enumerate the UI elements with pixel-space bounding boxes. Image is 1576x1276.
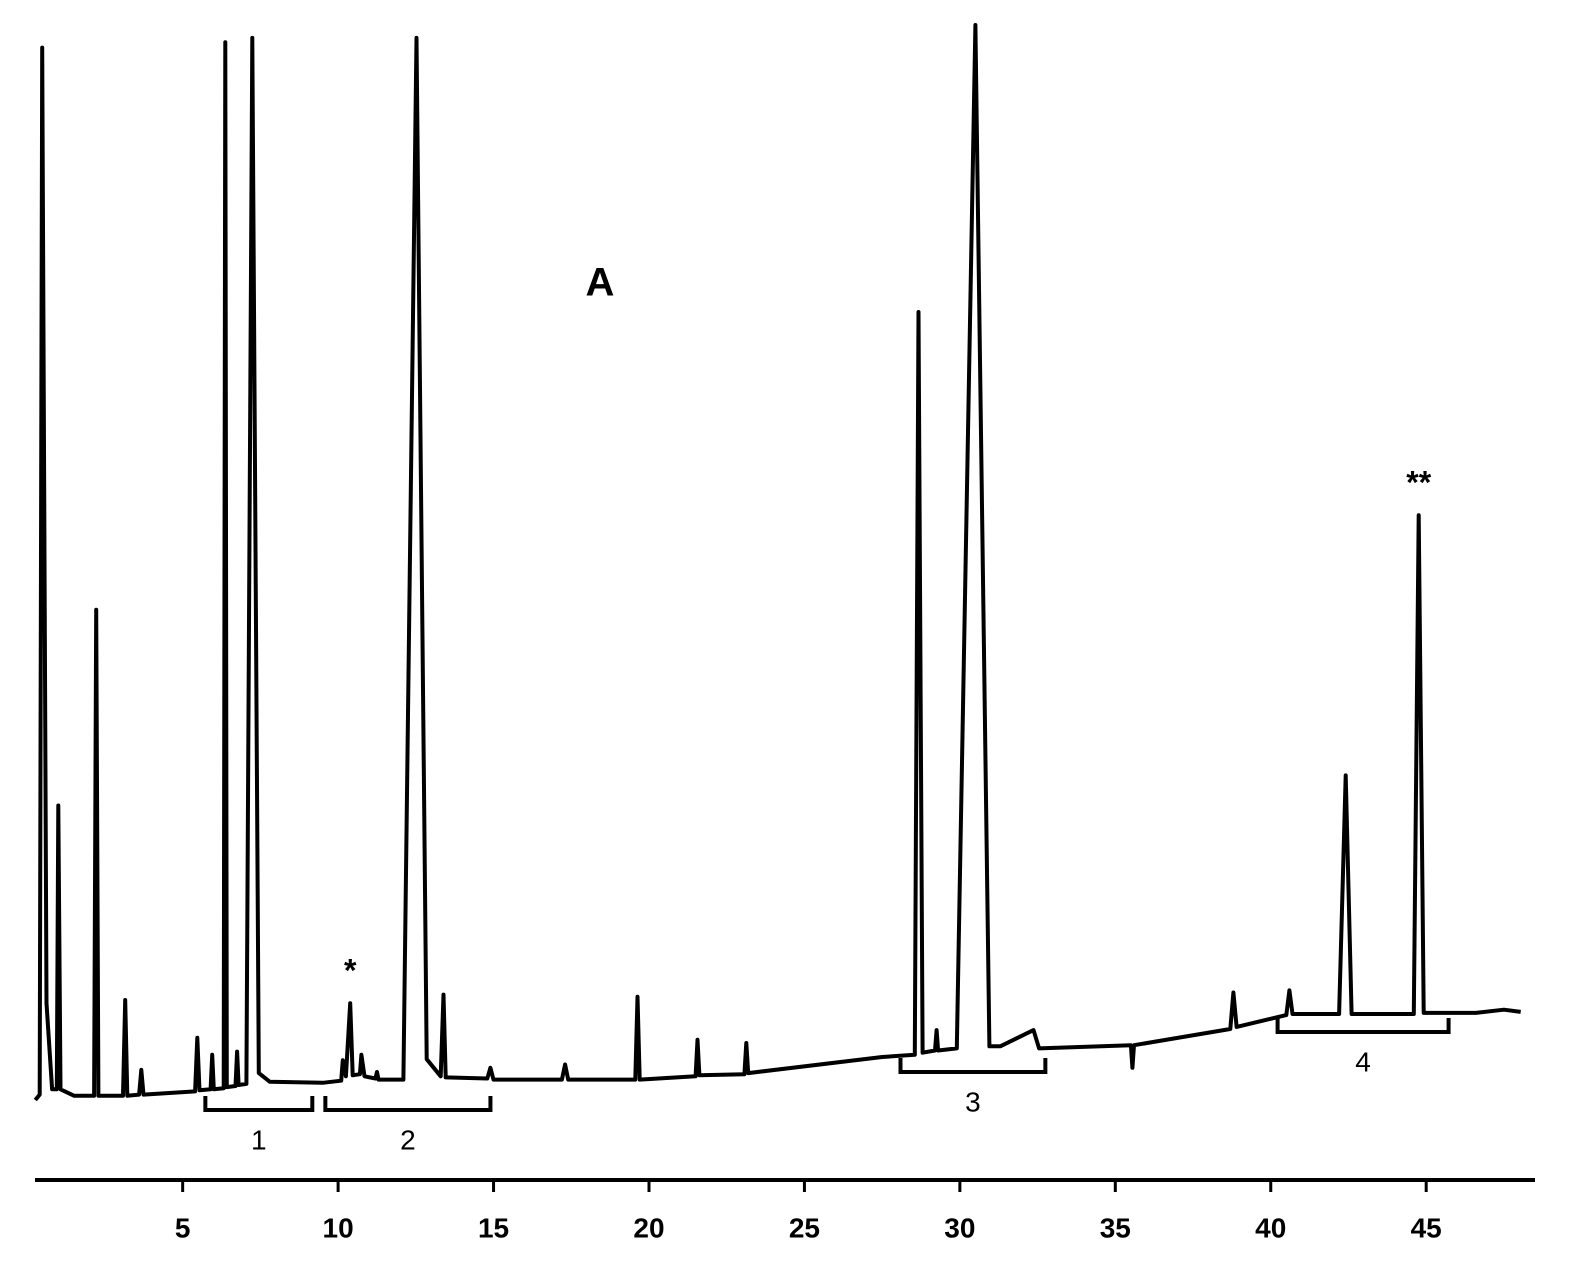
x-tick-label: 40: [1255, 1212, 1286, 1243]
chart-title: A: [586, 261, 615, 305]
bracket: [323, 1096, 493, 1112]
x-tick-label: 35: [1100, 1212, 1131, 1243]
x-tick-label: 10: [323, 1212, 354, 1243]
bracket-label: 3: [965, 1086, 981, 1117]
peak-marker: *: [344, 953, 357, 989]
x-tick-label: 45: [1411, 1212, 1442, 1243]
bracket: [1275, 1018, 1451, 1034]
peak-marker: **: [1406, 465, 1431, 501]
x-tick-label: 25: [789, 1212, 820, 1243]
x-tick-label: 20: [633, 1212, 664, 1243]
bracket: [898, 1058, 1048, 1074]
trace: [33, 23, 1521, 1102]
bracket-label: 2: [400, 1124, 416, 1155]
x-tick-label: 15: [478, 1212, 509, 1243]
x-tick-label: 5: [175, 1212, 191, 1243]
bracket-label: 4: [1355, 1046, 1371, 1077]
x-tick-label: 30: [944, 1212, 975, 1243]
bracket: [203, 1096, 315, 1112]
bracket-label: 1: [251, 1124, 267, 1155]
